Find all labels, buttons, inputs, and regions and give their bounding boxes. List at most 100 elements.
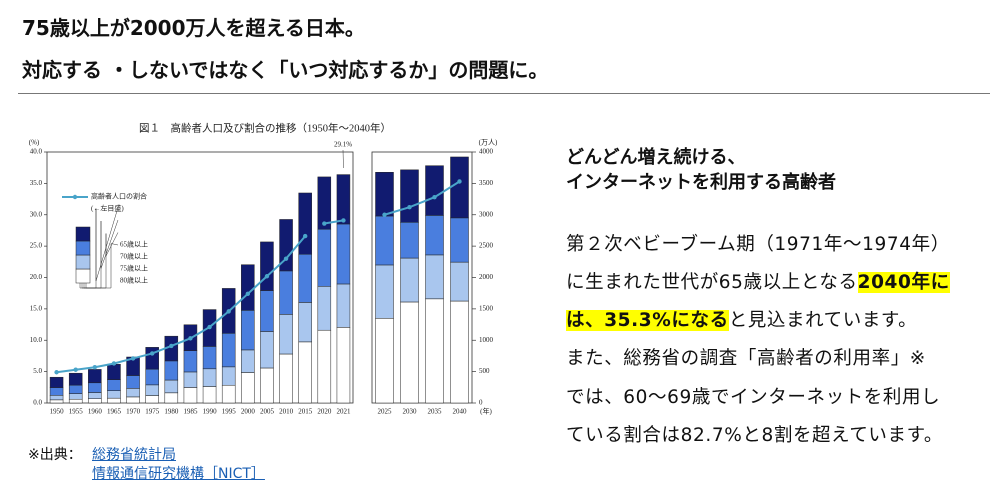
source-link-wrap: 情報通信研究機構［NICT］ bbox=[92, 463, 265, 483]
bar-segment bbox=[260, 367, 274, 404]
x-tick-label: 1980 bbox=[164, 408, 179, 416]
bar-segment bbox=[336, 174, 351, 225]
bar-segment bbox=[49, 395, 64, 401]
bar-segment bbox=[241, 264, 255, 311]
body-text: ている割合は82.7%と8割を超えています。 bbox=[566, 425, 943, 446]
line-point bbox=[322, 221, 327, 226]
line-point bbox=[432, 194, 437, 200]
line-point bbox=[245, 291, 251, 297]
bar-segment bbox=[88, 392, 102, 399]
x-tick-label: 1960 bbox=[88, 408, 103, 416]
bar-segment bbox=[336, 327, 351, 404]
bar-segment bbox=[317, 176, 332, 230]
bar-segment bbox=[450, 261, 469, 302]
bar-segment bbox=[400, 301, 419, 404]
x-axis-label: (年) bbox=[480, 407, 492, 416]
x-tick-label: 2025 bbox=[378, 408, 393, 416]
bar-segment bbox=[317, 329, 332, 404]
bar-segment bbox=[68, 372, 83, 386]
bar-segment bbox=[425, 215, 444, 256]
x-tick-label: 2035 bbox=[428, 408, 443, 416]
legend-label: 高齢者人口の割合 bbox=[91, 192, 147, 201]
page-title: 対応する ・しないではなく「いつ対応するか」の問題に。 bbox=[22, 58, 549, 82]
bar-segment bbox=[183, 371, 198, 388]
bar-segment bbox=[450, 300, 469, 404]
body-line: ている割合は82.7%と8割を超えています。 bbox=[566, 421, 943, 447]
bar-segment bbox=[221, 366, 236, 386]
line-point bbox=[92, 365, 98, 370]
legend-bracket bbox=[83, 219, 119, 289]
bar-segment bbox=[164, 360, 179, 381]
section-heading: どんどん増え続ける、 bbox=[566, 147, 746, 168]
legend-bracket bbox=[81, 232, 119, 289]
bar-segment bbox=[336, 283, 351, 328]
annotation: 29.1% bbox=[334, 141, 352, 149]
x-tick-label: 1975 bbox=[145, 408, 160, 416]
x-tick-label: 1970 bbox=[126, 408, 141, 416]
body-text: 第２次ベビーブーム期（1971年～1974年） bbox=[566, 234, 950, 255]
y2-tick-label: 2000 bbox=[479, 273, 494, 281]
line-point bbox=[341, 218, 346, 223]
legend-label: 65歳以上 bbox=[120, 240, 148, 249]
bar-segment bbox=[107, 390, 121, 399]
bar-segment bbox=[164, 379, 179, 394]
bar-segment bbox=[317, 228, 332, 287]
bar-segment bbox=[49, 399, 64, 404]
line-point bbox=[264, 274, 270, 279]
line-point bbox=[111, 361, 117, 366]
bar-segment bbox=[202, 368, 217, 387]
y2-tick-label: 4000 bbox=[479, 148, 494, 156]
y-tick-label: 30.0 bbox=[30, 210, 43, 218]
source-link[interactable]: 総務省統計局 bbox=[92, 447, 176, 463]
bar-segment bbox=[425, 165, 444, 216]
bar-segment bbox=[336, 223, 351, 285]
bar-segment bbox=[145, 384, 159, 396]
x-tick-label: 2040 bbox=[453, 408, 468, 416]
bar-segment bbox=[450, 156, 469, 219]
legend-label: 70歳以上 bbox=[120, 252, 148, 261]
y2-tick-label: 500 bbox=[479, 367, 490, 375]
bar-segment bbox=[221, 384, 236, 404]
bar-segment bbox=[107, 379, 121, 391]
bar-segment bbox=[68, 398, 83, 404]
x-tick-label: 1995 bbox=[222, 408, 237, 416]
x-tick-label: 1955 bbox=[69, 408, 84, 416]
bar-segment bbox=[68, 393, 83, 400]
y2-tick-label: 3000 bbox=[479, 210, 494, 218]
body-line: また、総務省の調査「高齢者の利用率」※ bbox=[566, 344, 926, 370]
x-tick-label: 2015 bbox=[298, 408, 313, 416]
bar-segment bbox=[375, 264, 394, 319]
bar-segment bbox=[49, 387, 64, 396]
body-line: 第２次ベビーブーム期（1971年～1974年） bbox=[566, 230, 950, 256]
legend-bracket bbox=[85, 207, 119, 289]
x-tick-label: 1965 bbox=[107, 408, 122, 416]
bar-segment bbox=[164, 392, 179, 404]
legend-marker bbox=[72, 194, 78, 200]
body-line: は、35.3%になると見込まれています。 bbox=[566, 306, 917, 332]
legend-swatch bbox=[75, 240, 91, 256]
bar-segment bbox=[88, 398, 102, 404]
body-text: に生まれた世代が65歳以上となる bbox=[566, 272, 858, 293]
bar-segment bbox=[260, 331, 274, 369]
bar-segment bbox=[400, 257, 419, 303]
body-line: では、60～69歳でインターネットを利用し bbox=[566, 383, 940, 409]
bar-segment bbox=[202, 386, 217, 404]
legend-swatch bbox=[75, 268, 91, 284]
line-point bbox=[226, 309, 231, 314]
y-tick-label: 20.0 bbox=[30, 273, 43, 281]
line-point bbox=[130, 356, 136, 361]
bar-segment bbox=[126, 375, 140, 389]
y2-axis-label: (万人) bbox=[479, 139, 498, 147]
bar-segment bbox=[279, 353, 293, 404]
y2-tick-label: 3500 bbox=[479, 179, 494, 187]
y-tick-label: 15.0 bbox=[30, 304, 43, 312]
legend-swatch bbox=[75, 226, 91, 242]
line-point bbox=[73, 367, 78, 372]
bar-segment bbox=[298, 192, 312, 255]
body-text: また、総務省の調査「高齢者の利用率」※ bbox=[566, 348, 926, 369]
source-link[interactable]: 情報通信研究機構［NICT］ bbox=[92, 466, 265, 482]
x-tick-label: 1990 bbox=[203, 408, 218, 416]
bar-segment bbox=[375, 318, 394, 404]
line-point bbox=[457, 179, 462, 184]
y2-tick-label: 0 bbox=[479, 399, 483, 407]
